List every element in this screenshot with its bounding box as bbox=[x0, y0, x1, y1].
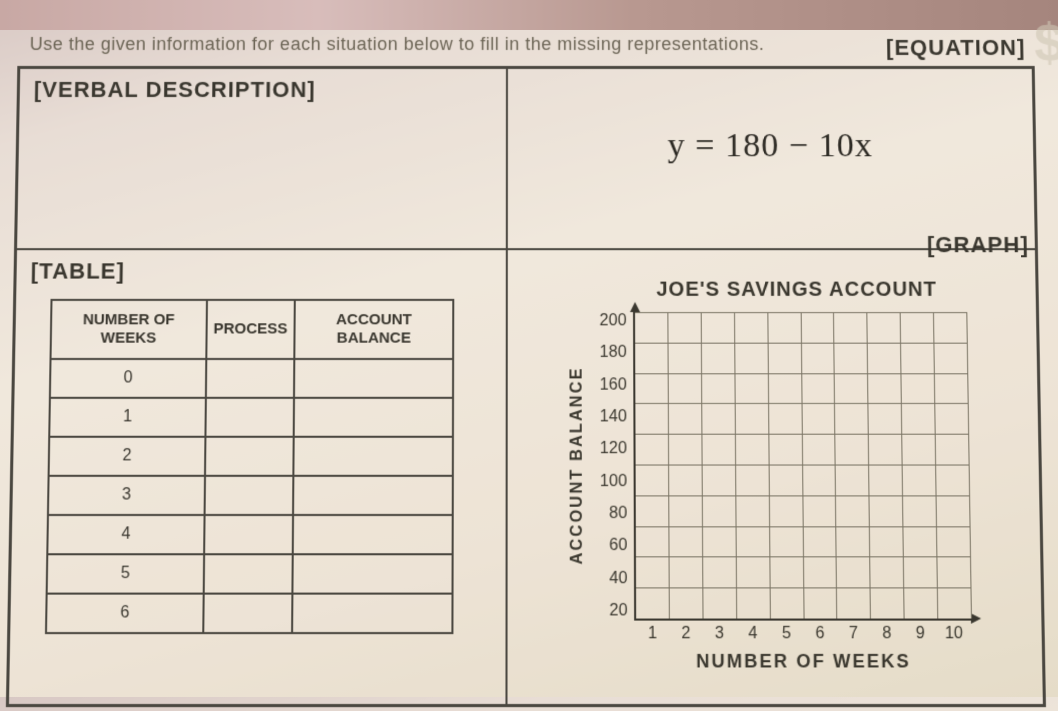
equation-text: y = 180 − 10x bbox=[507, 127, 1033, 165]
weeks-table: NUMBER OF WEEKS PROCESS ACCOUNT BALANCE … bbox=[45, 299, 454, 634]
cell-process bbox=[204, 515, 293, 554]
ytick: 80 bbox=[593, 505, 628, 524]
table-row: 6 bbox=[46, 594, 453, 633]
ytick: 60 bbox=[593, 537, 628, 556]
table-header-row: NUMBER OF WEEKS PROCESS ACCOUNT BALANCE bbox=[51, 300, 454, 359]
equation-cell: [EQUATION] y = 180 − 10x bbox=[506, 68, 1036, 249]
gridline-horizontal bbox=[635, 403, 967, 404]
verbal-description-label: [VERBAL DESCRIPTION] bbox=[34, 77, 492, 103]
y-axis-ticks: 200 180 160 140 120 100 80 60 40 20 bbox=[592, 312, 627, 621]
cell-weeks: 0 bbox=[50, 359, 206, 398]
xtick: 10 bbox=[937, 625, 971, 644]
cell-balance bbox=[294, 398, 453, 437]
gridline-horizontal bbox=[635, 526, 969, 527]
gridline-horizontal bbox=[635, 373, 967, 374]
instruction-text: Use the given information for each situa… bbox=[30, 34, 765, 55]
x-axis-label: NUMBER OF WEEKS bbox=[636, 651, 971, 673]
cell-process bbox=[205, 437, 294, 476]
x-axis-arrow-icon bbox=[970, 613, 980, 623]
cell-balance bbox=[292, 594, 452, 633]
cell-balance bbox=[293, 476, 453, 515]
table-cell: [TABLE] NUMBER OF WEEKS PROCESS ACCOUNT … bbox=[8, 249, 506, 705]
gridline-horizontal bbox=[635, 312, 966, 313]
graph-label: [GRAPH] bbox=[927, 232, 1029, 258]
table-row: 1 bbox=[49, 398, 453, 437]
xtick: 2 bbox=[669, 625, 703, 644]
gridline-horizontal bbox=[635, 342, 967, 343]
cell-weeks: 3 bbox=[48, 476, 205, 515]
cell-weeks: 4 bbox=[47, 515, 204, 554]
dollar-icon: $ bbox=[1034, 12, 1058, 74]
xtick: 9 bbox=[904, 625, 938, 644]
equation-label: [EQUATION] bbox=[886, 35, 1026, 61]
cell-process bbox=[203, 594, 293, 633]
cell-balance bbox=[293, 437, 453, 476]
ytick: 120 bbox=[592, 440, 627, 458]
table-label: [TABLE] bbox=[31, 258, 492, 284]
ytick: 140 bbox=[592, 408, 627, 426]
table-row: 5 bbox=[47, 554, 453, 593]
ytick: 160 bbox=[592, 376, 626, 394]
chart-title: JOE'S SAVINGS ACCOUNT bbox=[568, 279, 1026, 302]
cell-weeks: 2 bbox=[49, 437, 205, 476]
ytick: 100 bbox=[593, 472, 628, 491]
cell-balance bbox=[292, 554, 452, 593]
col-header-balance: ACCOUNT BALANCE bbox=[294, 300, 453, 359]
ytick: 20 bbox=[593, 602, 628, 621]
xtick: 6 bbox=[803, 625, 837, 644]
ytick: 200 bbox=[592, 312, 626, 330]
chart-wrap: JOE'S SAVINGS ACCOUNT ACCOUNT BALANCE 20… bbox=[568, 279, 1033, 694]
cell-weeks: 6 bbox=[46, 594, 203, 633]
gridline-horizontal bbox=[636, 588, 970, 589]
xtick: 4 bbox=[736, 625, 770, 644]
xtick: 5 bbox=[770, 625, 804, 644]
ytick: 180 bbox=[592, 344, 626, 362]
y-axis-arrow-icon bbox=[629, 302, 639, 312]
table-row: 0 bbox=[50, 359, 453, 398]
col-header-weeks: NUMBER OF WEEKS bbox=[51, 300, 207, 359]
worksheet-page: Use the given information for each situa… bbox=[0, 28, 1058, 711]
worksheet-grid: [VERBAL DESCRIPTION] [EQUATION] y = 180 … bbox=[6, 66, 1046, 707]
table-row: 4 bbox=[47, 515, 452, 554]
col-header-process: PROCESS bbox=[206, 300, 295, 359]
y-axis-label: ACCOUNT BALANCE bbox=[568, 312, 587, 621]
verbal-description-cell: [VERBAL DESCRIPTION] bbox=[16, 68, 506, 249]
xtick: 1 bbox=[636, 625, 670, 644]
cell-balance bbox=[294, 359, 453, 398]
cell-process bbox=[203, 554, 292, 593]
xtick: 7 bbox=[837, 625, 871, 644]
table-row: 3 bbox=[48, 476, 453, 515]
cell-balance bbox=[293, 515, 453, 554]
cell-process bbox=[204, 476, 293, 515]
cell-weeks: 1 bbox=[49, 398, 205, 437]
x-axis-ticks: 1 2 3 4 5 6 7 8 9 10 bbox=[636, 625, 971, 644]
gridline-horizontal bbox=[635, 434, 968, 435]
gridline-horizontal bbox=[635, 495, 968, 496]
xtick: 8 bbox=[870, 625, 904, 644]
cell-weeks: 5 bbox=[47, 554, 204, 593]
cell-process bbox=[206, 359, 295, 398]
xtick: 3 bbox=[703, 625, 737, 644]
chart-body: ACCOUNT BALANCE 200 180 160 140 120 100 … bbox=[568, 312, 1031, 621]
chart-grid: 1 2 3 4 5 6 7 8 9 10 NUMBER OF WEEKS bbox=[633, 312, 971, 621]
table-row: 2 bbox=[49, 437, 453, 476]
gridline-horizontal bbox=[635, 557, 969, 558]
gridline-horizontal bbox=[635, 465, 968, 466]
graph-cell: [GRAPH] JOE'S SAVINGS ACCOUNT ACCOUNT BA… bbox=[506, 249, 1044, 705]
photo-background-strip bbox=[0, 0, 1058, 30]
cell-process bbox=[205, 398, 294, 437]
ytick: 40 bbox=[593, 569, 628, 588]
